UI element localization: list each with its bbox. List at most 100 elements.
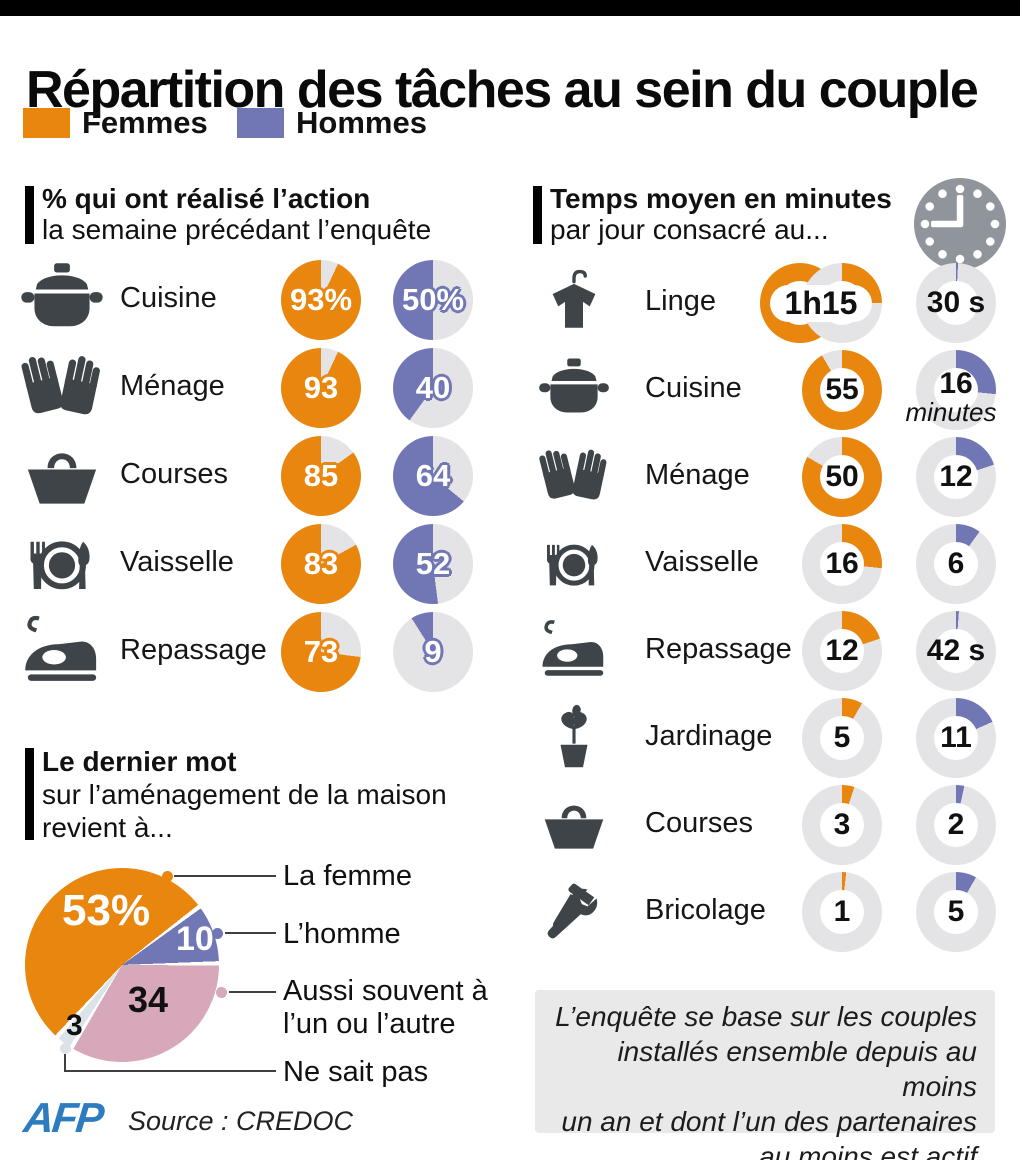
callout-label-homme: L’homme — [283, 918, 401, 950]
femmes-swatch — [23, 108, 70, 138]
callout-line-homme — [225, 932, 276, 934]
task-label: Repassage — [645, 633, 792, 666]
note-line: un an et dont l’un des partenaires — [561, 1106, 977, 1137]
femmes-pie: 93 — [281, 348, 361, 428]
percent-row-repassage: Repassage 73 9 — [0, 608, 510, 696]
callout-dot-femme — [162, 871, 173, 882]
hommes-pie: 52 — [393, 524, 473, 604]
femmes-legend-label: Femmes — [82, 105, 208, 140]
task-label: Ménage — [645, 459, 750, 492]
lastword-pie — [25, 868, 219, 1062]
time-heading-bold: Temps moyen en minutes — [550, 183, 892, 214]
hommes-dial: 42 s — [916, 611, 996, 691]
hommes-pie: 64 — [393, 436, 473, 516]
page-title: Répartition des tâches au sein du couple — [26, 61, 979, 119]
task-label: Courses — [120, 458, 228, 491]
lastword-heading-bold: Le dernier mot — [42, 746, 237, 777]
femmes-pie-value: 83 — [303, 546, 339, 581]
femmes-dial: 50 — [802, 437, 882, 517]
time-row-cuisine: Cuisine 55 16 minutes — [0, 347, 1020, 433]
hommes-dial: 12 — [916, 437, 996, 517]
hommes-pie-value: 50% — [401, 282, 465, 317]
task-label: Jardinage — [645, 720, 773, 753]
femmes-pie-value: 85 — [303, 458, 339, 493]
hommes-dial-value: 11 — [940, 721, 972, 754]
lastword-heading-line2: sur l’aménagement de la maison — [42, 779, 447, 810]
hommes-dial-value: 42 s — [926, 634, 986, 667]
hommes-dial: 5 — [916, 872, 996, 952]
plate-icon — [538, 528, 610, 600]
hommes-pie-value: 9 — [424, 634, 442, 669]
callout-dot-nsp — [60, 1043, 71, 1054]
lastword-heading-line3: revient à... — [42, 812, 173, 843]
task-label: Repassage — [120, 634, 267, 667]
shirt-icon — [538, 267, 610, 339]
callout-dot-homme — [212, 928, 223, 939]
percent-row-vaisselle: Vaisselle 83 52 — [0, 520, 510, 608]
pot-icon — [538, 354, 610, 426]
femmes-dial-value: 3 — [833, 808, 851, 841]
hommes-dial-value: 16 — [939, 367, 973, 400]
percent-section-bar — [25, 186, 34, 244]
femmes-dial: 12 — [802, 611, 882, 691]
hommes-pie-value: 40 — [415, 370, 451, 405]
iron-icon — [538, 615, 610, 687]
time-section-heading: Temps moyen en minutes par jour consacré… — [550, 183, 892, 245]
callout-line-nsp-horizontal — [64, 1070, 276, 1072]
time-row-vaisselle: Vaisselle 16 6 — [0, 521, 1020, 607]
percent-row-courses: Courses 85 64 — [0, 432, 510, 520]
callout-label-aussi: Aussi souvent à l’un ou l’autre — [283, 975, 488, 1040]
callout-line-femme — [174, 875, 276, 877]
minutes-unit-label: minutes — [905, 397, 997, 427]
time-row-jardinage: Jardinage 5 11 — [0, 695, 1020, 781]
hommes-dial: 11 — [916, 698, 996, 778]
femmes-pie: 83 — [281, 524, 361, 604]
femmes-dial-value: 55 — [825, 373, 859, 406]
time-row-menage: Ménage 50 12 — [0, 434, 1020, 520]
femmes-dial: 55 — [802, 350, 882, 430]
task-label: Bricolage — [645, 894, 766, 927]
callout-label-nsp: Ne sait pas — [283, 1056, 429, 1088]
time-row-bricolage: Bricolage 1 5 — [0, 869, 1020, 955]
time-section-bar — [533, 186, 542, 244]
callout-line-aussi — [229, 991, 276, 993]
percent-heading-rest: la semaine précédant l’enquête — [42, 214, 432, 245]
hommes-pie-value: 52 — [415, 546, 451, 581]
femmes-dial-value: 1h15 — [770, 285, 872, 322]
slice-value-nsp: 3 — [66, 1009, 83, 1042]
hommes-dial: 6 — [916, 524, 996, 604]
source-label: Source : CREDOC — [128, 1106, 354, 1136]
note-line: L’enquête se base sur les couples — [555, 1001, 977, 1032]
hommes-pie: 9 — [393, 612, 473, 692]
femmes-dial-value: 1 — [833, 895, 851, 928]
time-row-repassage: Repassage 12 42 s — [0, 608, 1020, 694]
clock-icon — [914, 178, 1006, 270]
femmes-dial: 3 — [802, 785, 882, 865]
slice-value-homme: 10 — [176, 920, 214, 958]
femmes-dial: 16 — [802, 524, 882, 604]
task-label: Cuisine — [645, 372, 742, 405]
callout-line-nsp-vertical — [64, 1054, 66, 1072]
tools-icon — [538, 876, 610, 948]
percent-row-cuisine: Cuisine 93% 50% — [0, 256, 510, 344]
task-label: Ménage — [120, 370, 225, 403]
hommes-dial-value: 5 — [947, 895, 965, 928]
hommes-dial: 30 s — [916, 263, 996, 343]
femmes-pie-value: 93% — [289, 282, 353, 317]
hommes-pie-value: 64 — [415, 458, 451, 493]
hommes-pie: 50% — [393, 260, 473, 340]
top-bar — [0, 0, 1020, 16]
femmes-pie: 73 — [281, 612, 361, 692]
time-row-linge: Linge 1h15 30 s — [0, 260, 1020, 346]
survey-note: L’enquête se base sur les couples instal… — [535, 990, 995, 1160]
basket-icon — [538, 789, 610, 861]
afp-logo: AFP — [21, 1094, 105, 1141]
hommes-pie: 40 — [393, 348, 473, 428]
hommes-dial-value: 2 — [947, 808, 965, 841]
hommes-swatch — [237, 108, 284, 138]
task-label: Vaisselle — [120, 546, 234, 579]
femmes-pie-value: 73 — [303, 634, 339, 669]
femmes-dial-value: 5 — [833, 721, 851, 754]
plant-icon — [538, 702, 610, 774]
femmes-dial: 1 — [802, 872, 882, 952]
